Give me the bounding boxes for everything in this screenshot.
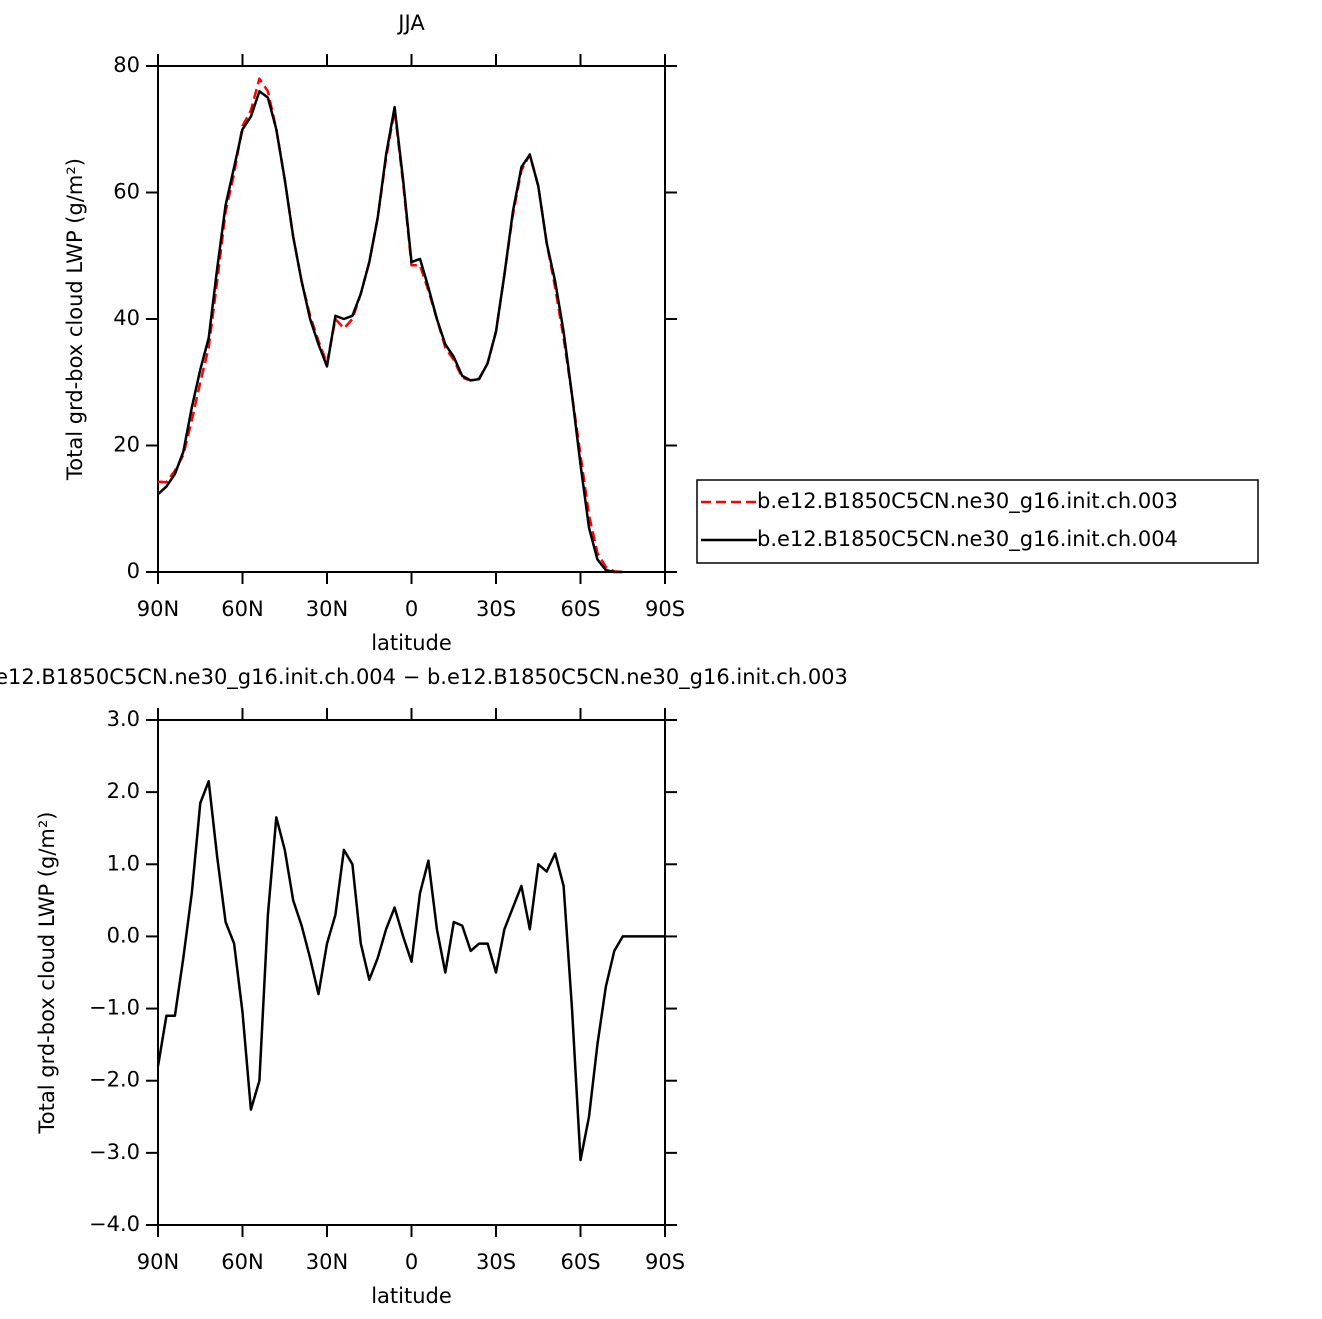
x-tick-label: 30S	[476, 1250, 516, 1274]
x-tick-label: 90N	[137, 1250, 179, 1274]
y-tick-label: −4.0	[89, 1212, 140, 1236]
plot-frame	[157, 719, 666, 1226]
x-tick-label: 60S	[560, 1250, 600, 1274]
y-tick-label: 80	[113, 53, 140, 77]
legend-box	[696, 479, 1259, 564]
x-axis-label: latitude	[371, 631, 452, 655]
x-tick-label: 30N	[306, 597, 348, 621]
data-line	[157, 90, 623, 574]
y-tick-label: 0	[127, 559, 140, 583]
x-tick-label: 90S	[645, 1250, 685, 1274]
x-tick-label: 60S	[560, 597, 600, 621]
y-tick-label: 40	[113, 306, 140, 330]
legend-label: b.e12.B1850C5CN.ne30_g16.init.ch.003	[757, 489, 1178, 514]
y-tick-label: 20	[113, 433, 140, 457]
y-axis-label: Total grd-box cloud LWP (g/m²)	[35, 812, 59, 1135]
y-tick-label: −1.0	[89, 996, 140, 1020]
x-tick-label: 0	[405, 597, 418, 621]
y-tick-label: 0.0	[107, 923, 140, 947]
y-tick-label: 3.0	[107, 707, 140, 731]
x-tick-label: 60N	[221, 1250, 263, 1274]
x-tick-label: 30N	[306, 1250, 348, 1274]
y-tick-label: 2.0	[107, 779, 140, 803]
chart-title: b.e12.B1850C5CN.ne30_g16.init.ch.004 − b…	[0, 665, 848, 690]
y-tick-label: 60	[113, 180, 140, 204]
x-axis-label: latitude	[371, 1284, 452, 1308]
y-tick-label: −3.0	[89, 1140, 140, 1164]
y-tick-label: 1.0	[107, 851, 140, 875]
chart-title: JJA	[396, 11, 425, 35]
y-tick-label: −2.0	[89, 1068, 140, 1092]
x-tick-label: 90N	[137, 597, 179, 621]
x-tick-label: 30S	[476, 597, 516, 621]
legend-label: b.e12.B1850C5CN.ne30_g16.init.ch.004	[757, 527, 1178, 552]
data-line	[157, 77, 623, 574]
y-axis-label: Total grd-box cloud LWP (g/m²)	[63, 158, 87, 481]
plot-frame	[157, 65, 666, 573]
x-tick-label: 60N	[221, 597, 263, 621]
x-tick-label: 90S	[645, 597, 685, 621]
data-line	[156, 780, 665, 1162]
x-tick-label: 0	[405, 1250, 418, 1274]
